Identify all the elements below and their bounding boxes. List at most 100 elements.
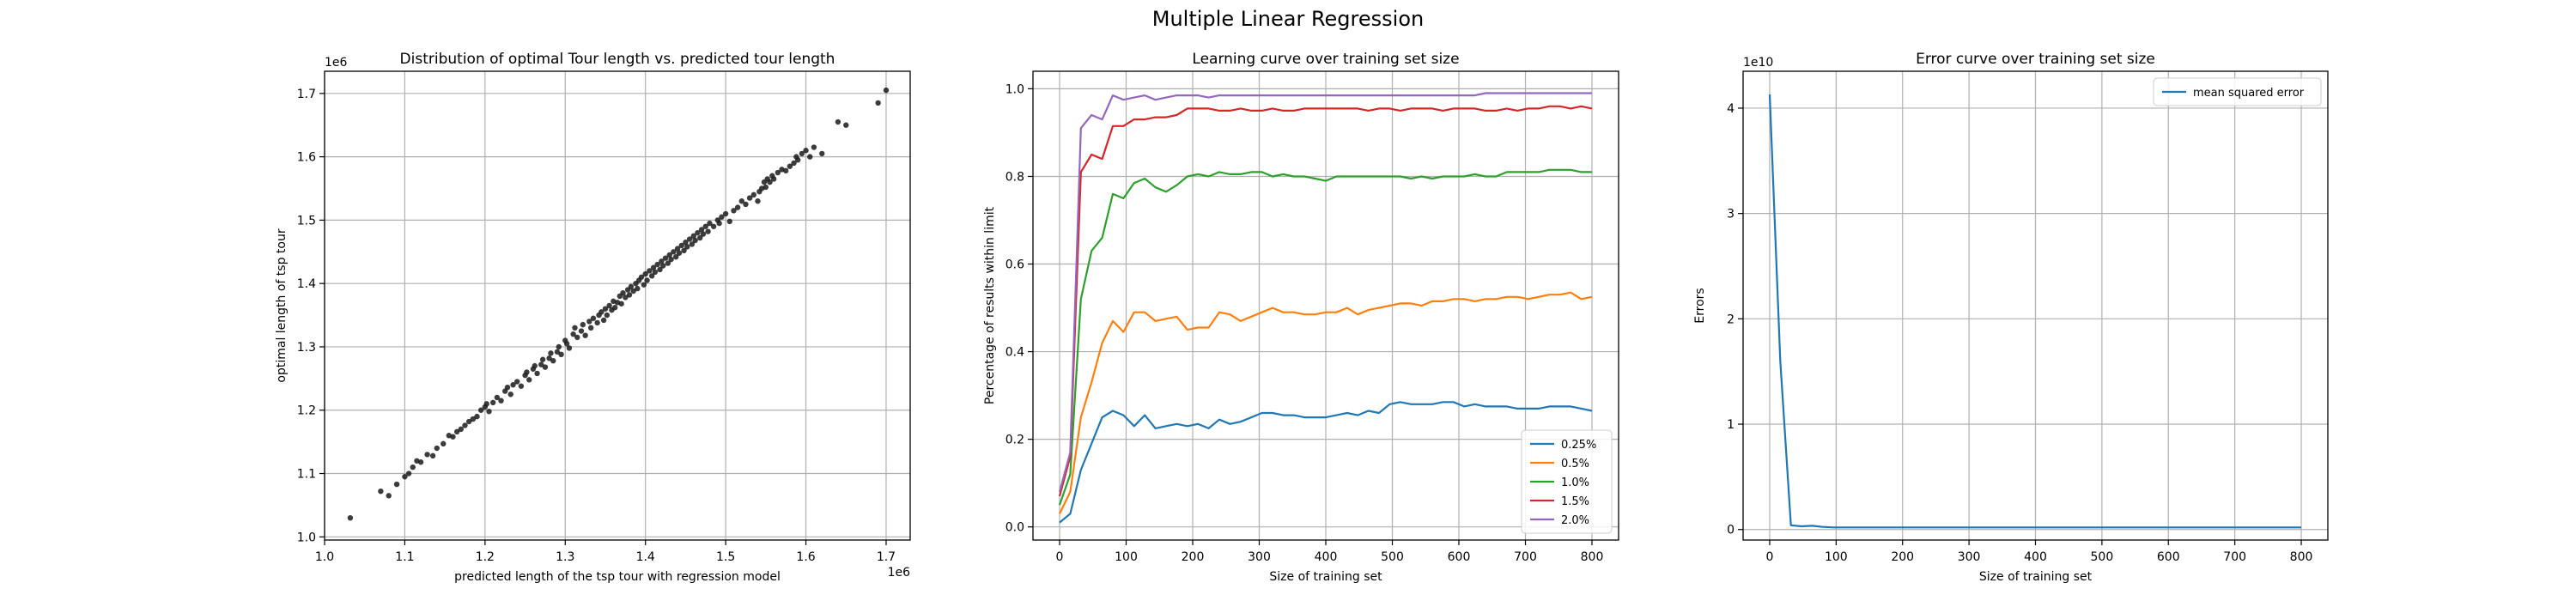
- scatter-point: [410, 464, 416, 470]
- scatter-point: [671, 249, 677, 255]
- chart-title: Learning curve over training set size: [1192, 51, 1459, 68]
- x-tick-label: 1.3: [556, 550, 574, 564]
- scatter-point: [755, 198, 761, 204]
- y-tick-label: 1.0: [297, 531, 316, 544]
- x-tick-label: 500: [1381, 550, 1404, 564]
- scatter-point: [402, 474, 408, 480]
- y-axis-label: optimal length of tsp tour: [275, 228, 289, 382]
- x-tick-label: 1.4: [636, 550, 655, 564]
- scatter-point: [483, 401, 489, 407]
- legend: mean squared error: [2153, 77, 2322, 106]
- scatter-point: [450, 434, 456, 440]
- chart-panel-2: 0 100 200 300 400 500 600 700 800 0.0 0.2 0.4 0.6 0.8…: [983, 51, 1619, 584]
- y-offset-label: 1e10: [1743, 56, 1773, 70]
- scatter-point: [582, 332, 588, 338]
- scatter-point: [705, 228, 711, 234]
- scatter-point: [652, 269, 659, 276]
- scatter-point: [347, 514, 354, 521]
- chart-panel-1: 1.0 1.1 1.2 1.3 1.4 1.5 1.6 1.7 1.0 1.1 1.2 1.3 1.4 1…: [275, 51, 911, 584]
- scatter-point: [598, 309, 605, 315]
- scatter-point: [514, 379, 520, 385]
- scatter-point: [875, 100, 881, 106]
- series-line-1.0%: [1058, 168, 1592, 506]
- scatter-point: [550, 357, 556, 364]
- scatter-point: [676, 250, 683, 256]
- scatter-point: [465, 418, 472, 425]
- x-tick-label: 600: [2157, 550, 2180, 564]
- scatter-point: [835, 118, 841, 125]
- scatter-point: [378, 488, 384, 495]
- scatter-point: [587, 325, 594, 331]
- scatter-point: [762, 184, 769, 191]
- scatter-point: [611, 305, 618, 311]
- x-tick-label: 300: [1958, 550, 1981, 564]
- scatter-point: [678, 242, 684, 249]
- scatter-point: [644, 277, 650, 283]
- scatter-point: [572, 325, 578, 331]
- legend-box: [2153, 77, 2322, 106]
- scatter-point: [590, 315, 597, 321]
- scatter-point: [594, 319, 600, 326]
- scatter-point: [648, 273, 655, 279]
- y-tick-label: 1.7: [297, 88, 316, 101]
- scatter-point: [574, 334, 580, 341]
- scatter-point: [665, 260, 671, 266]
- scatter-point: [586, 319, 592, 325]
- chart-title: Error curve over training set size: [1916, 51, 2155, 68]
- y-tick-label: 2: [1727, 313, 1735, 326]
- y-tick-label: 1.4: [297, 277, 316, 291]
- scatter-point: [546, 355, 552, 361]
- scatter-point: [746, 195, 753, 201]
- y-axis-label: Errors: [1693, 288, 1707, 323]
- scatter-point: [734, 204, 741, 210]
- x-tick-label: 200: [1891, 550, 1914, 564]
- scatter-point: [504, 384, 511, 391]
- scatter-point: [650, 264, 657, 270]
- scatter-point: [654, 261, 660, 268]
- scatter-point: [578, 328, 585, 334]
- x-tick-label: 100: [1115, 550, 1138, 564]
- y-tick-label: 1.6: [297, 151, 316, 165]
- scatter-point: [707, 220, 713, 227]
- scatter-point: [470, 416, 477, 422]
- x-tick-label: 1.2: [476, 550, 495, 564]
- scatter-point: [731, 208, 737, 214]
- y-tick-label: 1.3: [297, 341, 316, 355]
- x-tick-label: 1.0: [315, 550, 334, 564]
- scatter-point: [489, 399, 496, 406]
- scatter-point: [697, 234, 703, 241]
- scatter-point: [606, 302, 612, 309]
- scatter-point: [689, 241, 696, 247]
- scatter-point: [642, 270, 648, 277]
- series-line-0.5%: [1059, 291, 1593, 514]
- scatter-point: [548, 350, 554, 356]
- scatter-point: [534, 370, 540, 377]
- y-tick-label: 0.4: [1005, 346, 1024, 360]
- x-tick-label: 700: [2223, 550, 2246, 564]
- scatter-point: [554, 349, 561, 355]
- y-tick-label: 1: [1727, 418, 1735, 432]
- scatter-point: [532, 362, 538, 369]
- scatter-point: [524, 369, 530, 375]
- figure-title: Multiple Linear Regression: [1152, 7, 1424, 31]
- scatter-point: [662, 255, 669, 261]
- scatter-point: [716, 220, 722, 227]
- scatter-point: [556, 343, 562, 350]
- scatter-point: [795, 157, 801, 163]
- scatter-point: [700, 231, 707, 237]
- axes-frame: [1742, 70, 2329, 541]
- scatter-point: [750, 191, 757, 198]
- scatter-point: [538, 361, 544, 367]
- y-tick-label: 4: [1727, 102, 1735, 116]
- legend-entry: 0.5%: [1561, 458, 1589, 470]
- scatter-point: [782, 167, 789, 174]
- scatter-point: [510, 382, 516, 388]
- legend-entry: 1.0%: [1561, 477, 1589, 489]
- y-offset-label: 1e6: [325, 56, 348, 70]
- chart-title: Distribution of optimal Tour length vs. …: [400, 51, 835, 68]
- scatter-point: [666, 252, 672, 258]
- scatter-point: [477, 407, 484, 413]
- x-tick-label: 0: [1765, 550, 1773, 564]
- scatter-point: [668, 256, 674, 263]
- scatter-point: [518, 383, 525, 389]
